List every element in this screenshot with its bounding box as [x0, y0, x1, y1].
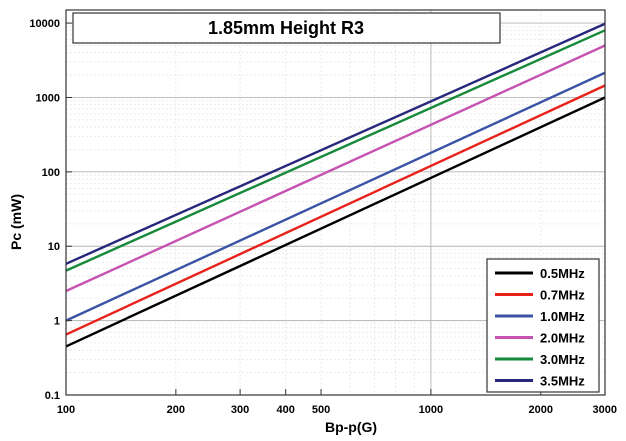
axis-ticks: 100 200 300 400 500 1000 2000 3000 0.1 1 10 100 1000… — [29, 18, 617, 416]
x-tick-label: 300 — [231, 404, 249, 416]
x-tick-label: 1000 — [419, 404, 443, 416]
series-line-3.5MHz — [65, 22, 606, 265]
x-tick-label: 500 — [312, 404, 330, 416]
y-tick-label: 10 — [48, 241, 60, 253]
series-line-0.7MHz — [65, 84, 606, 336]
title-box-frame — [72, 12, 501, 44]
x-tick-label: 100 — [57, 404, 75, 416]
legend-label: 0.7MHz — [540, 288, 585, 303]
legend-label: 3.5MHz — [540, 374, 585, 389]
plot-frame — [65, 9, 606, 396]
chart-title: 1.85mm Height R3 — [208, 18, 364, 38]
x-axis-title: Bp-p(G) — [325, 419, 377, 435]
x-tick-label: 200 — [167, 404, 185, 416]
y-tick-label: 100 — [42, 167, 60, 179]
x-tick-label: 2000 — [529, 404, 553, 416]
series-lines — [65, 22, 606, 348]
y-axis-title: Pc (mW) — [8, 194, 24, 250]
y-tick-label: 0.1 — [45, 390, 60, 402]
x-tick-label: 400 — [277, 404, 295, 416]
legend-box — [486, 258, 600, 393]
series-line-0.5MHz — [65, 96, 606, 348]
legend-label: 1.0MHz — [540, 309, 585, 324]
series-line-1.0MHz — [65, 71, 606, 322]
y-tick-label: 1 — [54, 316, 60, 328]
legend-label: 3.0MHz — [540, 352, 585, 367]
x-tick-label: 3000 — [593, 404, 617, 416]
series-line-3.0MHz — [65, 29, 606, 272]
legend: 0.5MHz 0.7MHz 1.0MHz 2.0MHz 3.0MHz 3.5MHz — [486, 258, 600, 393]
title-box: 1.85mm Height R3 — [72, 12, 501, 44]
series-line-2.0MHz — [65, 44, 606, 293]
legend-label: 0.5MHz — [540, 266, 585, 281]
legend-label: 2.0MHz — [540, 331, 585, 346]
y-tick-label: 10000 — [29, 18, 60, 30]
y-tick-label: 1000 — [36, 92, 60, 104]
